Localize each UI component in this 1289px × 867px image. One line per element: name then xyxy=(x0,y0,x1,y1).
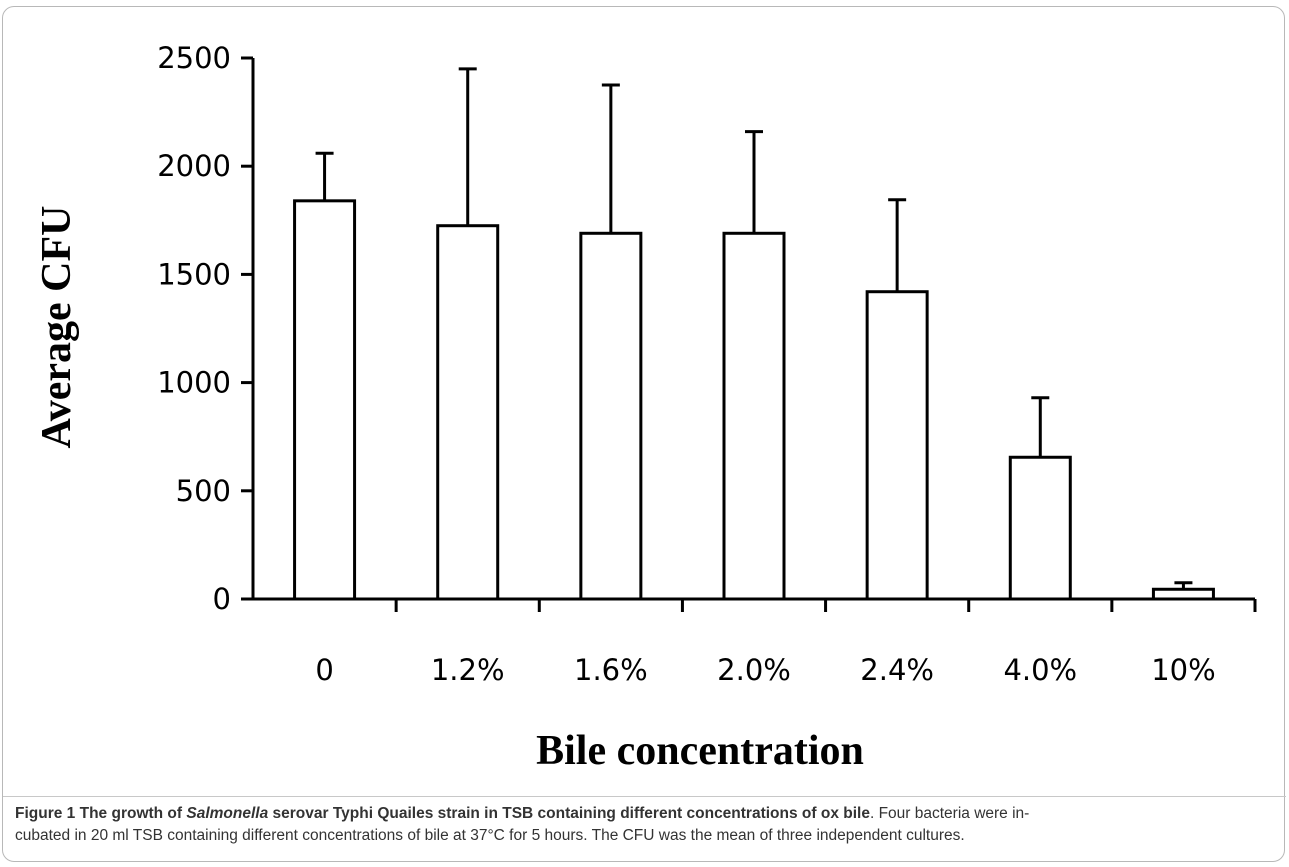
bars xyxy=(293,199,1215,601)
caption-title-pre: The growth of xyxy=(79,805,187,822)
error-bars xyxy=(315,67,1193,590)
y-tick-label: 0 xyxy=(213,582,231,616)
bar xyxy=(293,199,357,601)
bar xyxy=(722,231,786,601)
x-axis-label: Bile concentration xyxy=(536,728,864,774)
x-tick-label: 1.6% xyxy=(574,653,648,687)
x-tick-label: 2.4% xyxy=(860,653,934,687)
y-tick-label: 2500 xyxy=(157,41,231,75)
x-axis-ticks: 0 1.2% 1.6% 2.0% 2.4% 4.0% 10% xyxy=(315,599,1257,687)
bar-chart: 0 500 1000 1500 2000 2500 0 1.2% 1.6% 2.0% 2.4% 4.… xyxy=(34,41,1257,774)
x-tick-label: 1.2% xyxy=(431,653,505,687)
caption-text-line1: . Four bacteria were in- xyxy=(869,805,1030,822)
caption-text-line2: cubated in 20 ml TSB containing differen… xyxy=(15,827,965,844)
y-tick-label: 1000 xyxy=(157,366,231,400)
x-tick-label: 2.0% xyxy=(717,653,791,687)
caption-title-italic: Salmonella xyxy=(186,805,269,822)
y-axis-label: Average CFU xyxy=(34,206,80,449)
figure-frame xyxy=(2,6,1285,862)
bar xyxy=(436,224,500,601)
caption-divider xyxy=(3,796,1286,797)
x-tick-label: 0 xyxy=(315,653,333,687)
figure-caption: Figure 1 The growth of Salmonella serova… xyxy=(15,803,1277,847)
y-tick-label: 2000 xyxy=(157,149,231,183)
y-axis-ticks: 0 500 1000 1500 2000 2500 xyxy=(157,41,253,616)
caption-title-post: serovar Typhi Quailes strain in TSB cont… xyxy=(268,805,870,822)
y-tick-label: 1500 xyxy=(157,257,231,291)
x-tick-label: 4.0% xyxy=(1003,653,1077,687)
caption-label: Figure 1 xyxy=(15,805,76,822)
bar xyxy=(865,290,929,601)
bar xyxy=(579,231,643,601)
x-tick-label: 10% xyxy=(1151,653,1215,687)
y-tick-label: 500 xyxy=(176,474,231,508)
bar xyxy=(1008,455,1072,601)
